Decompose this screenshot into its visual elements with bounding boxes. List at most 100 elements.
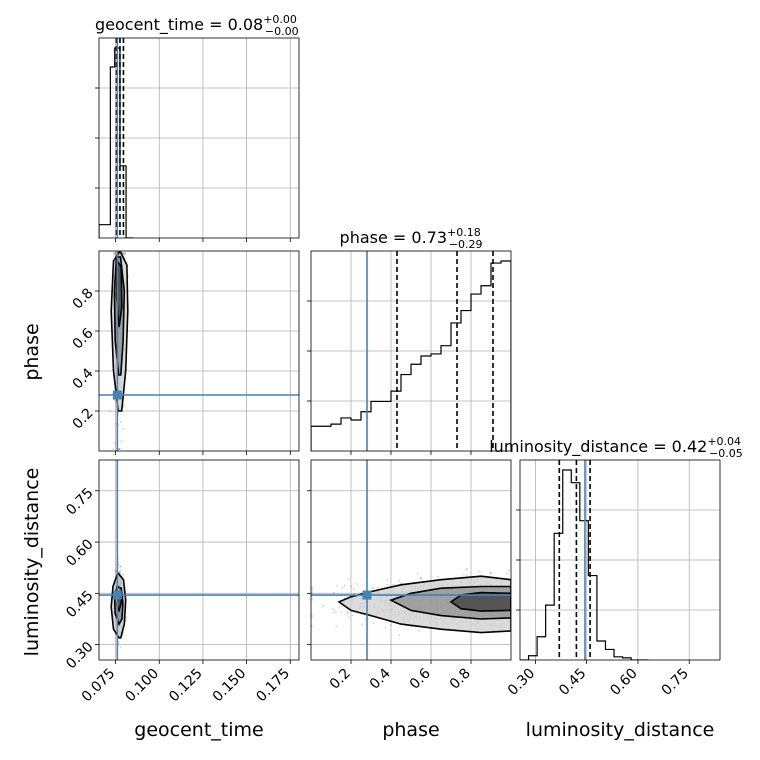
scatter-point xyxy=(478,570,481,573)
scatter-point xyxy=(119,565,121,568)
scatter-point xyxy=(352,587,355,590)
panel-frame xyxy=(98,459,300,661)
tick-label-luminosity_distance: 0.60 xyxy=(607,666,640,699)
scatter-point xyxy=(123,252,125,254)
scatter-point xyxy=(311,596,313,598)
tick-label-phase: 0.6 xyxy=(70,325,97,352)
panel-content xyxy=(520,460,649,660)
injection-marker xyxy=(112,590,122,600)
panel-content xyxy=(311,460,511,660)
grid xyxy=(99,460,299,660)
scatter-point xyxy=(372,587,375,590)
tick-label-luminosity_distance: 0.45 xyxy=(63,588,96,621)
scatter-point xyxy=(311,588,313,591)
scatter-point xyxy=(113,442,116,445)
tick-label-luminosity_distance: 0.30 xyxy=(63,639,96,672)
scatter-point xyxy=(334,610,337,613)
panel-luminosity_distance-vs-luminosity_distance: 0.30 0.45 0.60 0.75 xyxy=(505,459,721,699)
panel-content xyxy=(99,251,299,451)
scatter-point xyxy=(311,616,313,618)
scatter-point xyxy=(348,616,350,619)
title-lower-error: −0.05 xyxy=(709,447,743,460)
scatter-point xyxy=(118,572,121,574)
scatter-point xyxy=(113,252,116,254)
grid xyxy=(520,460,720,660)
scatter-point xyxy=(332,611,335,614)
scatter-point xyxy=(489,572,492,575)
scatter-point xyxy=(311,586,313,588)
scatter-point xyxy=(437,576,440,578)
panel-title-phase: phase = 0.73+0.18 −0.29 xyxy=(340,226,483,251)
scatter-point xyxy=(122,427,124,430)
scatter-point xyxy=(118,448,121,450)
scatter-point xyxy=(466,574,468,577)
panel-luminosity_distance-vs-phase: 0.2 0.4 0.6 0.8 xyxy=(307,459,512,693)
panel-content xyxy=(311,251,511,451)
scatter-point xyxy=(346,612,349,615)
panel-phase-vs-phase xyxy=(307,250,512,455)
scatter-point xyxy=(419,577,422,579)
y-axis-label-luminosity_distance: luminosity_distance xyxy=(21,468,43,657)
tick-label-phase: 0.8 xyxy=(70,285,97,312)
scatter-point xyxy=(122,632,125,634)
y-axis-label-phase: phase xyxy=(21,323,43,380)
scatter-point xyxy=(335,625,338,628)
x-axis-label-luminosity_distance: luminosity_distance xyxy=(526,719,715,741)
scatter-point xyxy=(322,605,325,608)
scatter-point xyxy=(120,565,122,568)
scatter-point xyxy=(399,582,402,585)
title-lower-error: −0.00 xyxy=(265,25,299,38)
scatter-point xyxy=(120,440,123,443)
scatter-point xyxy=(122,573,124,576)
panel-frame xyxy=(310,459,512,661)
scatter-point xyxy=(392,583,394,586)
scatter-point xyxy=(353,592,356,595)
histogram-luminosity_distance xyxy=(520,469,649,660)
scatter-point xyxy=(123,252,126,255)
grid xyxy=(311,251,511,451)
x-axis-label-geocent_time: geocent_time xyxy=(134,719,263,741)
scatter-point xyxy=(463,573,465,576)
scatter-point xyxy=(114,252,117,254)
scatter-point xyxy=(364,618,367,620)
title-value: geocent_time = 0.08 xyxy=(95,15,263,35)
scatter-point xyxy=(350,585,353,588)
tick-label-phase: 0.2 xyxy=(327,666,354,693)
scatter-point xyxy=(311,613,313,616)
injection-marker xyxy=(362,590,372,600)
scatter-point xyxy=(361,623,364,626)
scatter-point xyxy=(122,406,125,409)
scatter-point xyxy=(113,254,116,257)
scatter-point xyxy=(389,624,392,626)
scatter-point xyxy=(108,410,111,413)
scatter-point xyxy=(119,421,122,424)
tick-label-luminosity_distance: 0.60 xyxy=(63,536,96,569)
scatter-point xyxy=(112,448,115,450)
tick-label-luminosity_distance: 0.75 xyxy=(659,666,692,699)
histogram-phase xyxy=(311,260,511,451)
tick-label-luminosity_distance: 0.75 xyxy=(63,485,96,518)
scatter-point xyxy=(489,571,492,574)
scatter-point xyxy=(343,584,346,587)
panel-title-luminosity_distance: luminosity_distance = 0.42+0.04 −0.05 xyxy=(489,435,743,460)
tick-label-phase: 0.6 xyxy=(407,665,434,692)
scatter-point xyxy=(508,569,510,572)
scatter-point xyxy=(398,579,401,582)
scatter-point xyxy=(311,625,313,628)
scatter-point xyxy=(371,587,374,589)
scatter-point xyxy=(122,253,125,256)
title-value: phase = 0.73 xyxy=(340,228,447,247)
scatter-point xyxy=(372,622,375,625)
scatter-point xyxy=(118,448,120,450)
scatter-point xyxy=(377,586,380,589)
grid xyxy=(99,251,299,451)
title-value: luminosity_distance = 0.42 xyxy=(489,437,707,457)
x-axis-label-phase: phase xyxy=(382,719,439,741)
scatter-point xyxy=(506,572,508,575)
scatter-point xyxy=(113,252,115,255)
panel-luminosity_distance-vs-geocent_time: 0.075 0.100 0.125 0.150 0.175 0.30 0.45 0.60 0.7… xyxy=(63,459,300,706)
scatter-point xyxy=(119,646,122,648)
scatter-point xyxy=(114,252,116,254)
panel-frame xyxy=(98,250,300,452)
tick-label-geocent_time: 0.175 xyxy=(253,666,293,706)
